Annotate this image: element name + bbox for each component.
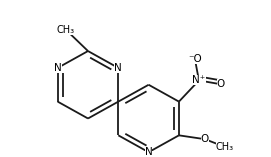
Text: N⁺: N⁺ — [192, 75, 206, 85]
Text: N: N — [145, 147, 153, 157]
Text: O: O — [201, 134, 209, 144]
Text: N: N — [114, 63, 122, 73]
Text: ⁻O: ⁻O — [188, 54, 202, 64]
Text: O: O — [217, 79, 225, 89]
Text: CH₃: CH₃ — [57, 25, 75, 35]
Text: CH₃: CH₃ — [216, 142, 234, 152]
Text: N: N — [54, 63, 62, 73]
